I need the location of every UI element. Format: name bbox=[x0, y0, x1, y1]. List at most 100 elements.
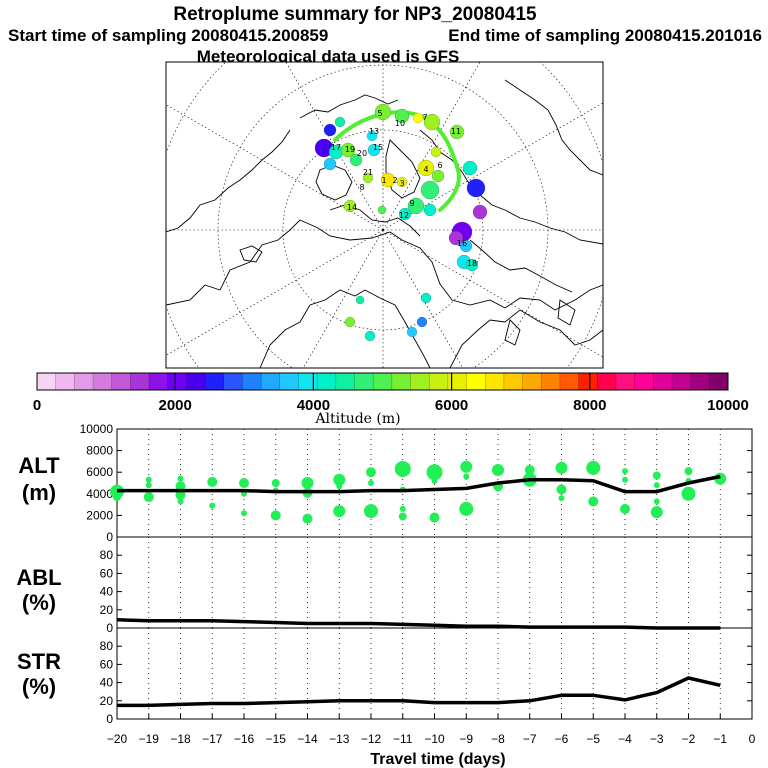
plume-cluster bbox=[340, 142, 356, 158]
y-tick-label: 80 bbox=[100, 548, 114, 562]
start-time-label: Start time of sampling 20080415.200859 bbox=[8, 26, 328, 45]
colorbar-tick-labels: 0 2000 4000 6000 8000 10000 bbox=[33, 397, 749, 414]
colorbar-cell bbox=[93, 373, 113, 390]
plume-cluster bbox=[412, 112, 424, 124]
map-day-label: 14 bbox=[347, 203, 357, 212]
map-day-label: 12 bbox=[399, 211, 409, 220]
colorbar-cell bbox=[167, 373, 187, 390]
colorbar-cell bbox=[317, 373, 337, 390]
x-axis-label: Travel time (days) bbox=[370, 751, 505, 768]
altitude-cluster bbox=[399, 505, 406, 512]
abl-series-line bbox=[116, 618, 721, 630]
colorbar-cell bbox=[111, 373, 131, 390]
colorbar-cell bbox=[429, 373, 449, 390]
plume-cluster bbox=[355, 295, 365, 305]
altitude-cluster bbox=[622, 468, 628, 475]
coastline bbox=[166, 129, 291, 233]
x-tick-label: −20 bbox=[107, 732, 128, 746]
plume-cluster bbox=[423, 113, 441, 131]
map-day-label: 16 bbox=[457, 239, 467, 248]
colorbar-cell bbox=[55, 373, 75, 390]
map-day-label: 4 bbox=[423, 165, 428, 174]
colorbar-tick-label: 6000 bbox=[435, 397, 468, 414]
colorbar-cell bbox=[223, 373, 243, 390]
x-tick-label: −8 bbox=[491, 732, 505, 746]
x-tick-label: −12 bbox=[361, 732, 382, 746]
altitude-cluster bbox=[622, 476, 628, 483]
plume-cluster bbox=[380, 172, 396, 188]
altitude-cluster bbox=[398, 512, 407, 521]
colorbar-cell bbox=[261, 373, 281, 390]
plume-cluster bbox=[343, 199, 357, 213]
x-tick-label: −7 bbox=[523, 732, 537, 746]
coastline bbox=[239, 245, 263, 263]
map-day-label: 15 bbox=[373, 143, 383, 152]
plume-track-line bbox=[333, 110, 461, 212]
colorbar-cell bbox=[634, 373, 654, 390]
x-tick-label: −10 bbox=[424, 732, 445, 746]
map-day-label: 5 bbox=[377, 109, 382, 118]
altitude-cluster bbox=[239, 478, 249, 488]
altitude-cluster bbox=[270, 510, 281, 521]
x-tick-label: −15 bbox=[266, 732, 287, 746]
x-tick-label: −1 bbox=[713, 732, 727, 746]
meridian-line bbox=[382, 62, 481, 231]
altitude-cluster bbox=[143, 492, 154, 503]
abl-axis-label-1: ABL bbox=[16, 565, 61, 590]
plume-cluster bbox=[364, 330, 376, 342]
plume-cluster bbox=[407, 197, 425, 215]
altitude-cluster bbox=[113, 493, 121, 502]
colorbar-cell bbox=[690, 373, 710, 390]
plume-cluster bbox=[459, 239, 473, 253]
x-tick-label: −19 bbox=[139, 732, 160, 746]
y-tick-label: 10000 bbox=[80, 422, 114, 436]
alt-series-line bbox=[117, 474, 721, 494]
altitude-cluster bbox=[684, 467, 693, 476]
colorbar-tick-label: 8000 bbox=[573, 397, 606, 414]
colorbar-cell bbox=[466, 373, 486, 390]
altitude-cluster bbox=[492, 464, 504, 477]
altitude-cluster bbox=[175, 481, 186, 492]
map-day-label: 11 bbox=[451, 127, 461, 136]
colorbar-cell bbox=[485, 373, 505, 390]
map-day-label: 2 bbox=[392, 176, 397, 185]
map-day-label: 17 bbox=[331, 143, 341, 152]
plume-cluster bbox=[466, 178, 486, 198]
plume-cluster bbox=[362, 172, 374, 184]
meridian-line bbox=[285, 62, 384, 231]
altitude-cluster bbox=[431, 477, 438, 484]
plume-cluster bbox=[423, 203, 437, 217]
altitude-cluster bbox=[653, 498, 660, 505]
altitude-cluster bbox=[177, 475, 184, 482]
x-tick-label: −2 bbox=[682, 732, 696, 746]
coastline bbox=[469, 239, 573, 293]
map-day-label: 13 bbox=[369, 127, 379, 136]
altitude-cluster bbox=[336, 483, 343, 490]
colorbar-cell bbox=[522, 373, 542, 390]
altitude-cluster bbox=[368, 480, 374, 486]
altitude-cluster bbox=[302, 513, 313, 524]
colorbar-cell bbox=[242, 373, 262, 390]
alt-axis-label-2: (m) bbox=[22, 480, 56, 505]
colorbar-tick-label: 10000 bbox=[707, 397, 749, 414]
colorbar-tick-label: 2000 bbox=[159, 397, 192, 414]
plume-cluster bbox=[462, 160, 478, 176]
map-day-label: 9 bbox=[409, 199, 414, 208]
coastline bbox=[166, 219, 603, 311]
map-day-label: 19 bbox=[345, 145, 355, 154]
plume-cluster bbox=[420, 292, 432, 304]
coastline bbox=[419, 129, 603, 245]
altitude-cluster bbox=[463, 473, 470, 480]
colorbar-tick-label: 0 bbox=[33, 397, 41, 414]
plume-cluster bbox=[449, 124, 465, 140]
map-day-label: 7 bbox=[422, 113, 427, 122]
plume-track bbox=[333, 110, 461, 212]
colorbar-cell bbox=[578, 373, 598, 390]
x-tick-label: −18 bbox=[170, 732, 191, 746]
colorbar-cell bbox=[37, 373, 57, 390]
plume-cluster bbox=[406, 326, 418, 338]
abl-axis-label-2: (%) bbox=[22, 590, 56, 615]
